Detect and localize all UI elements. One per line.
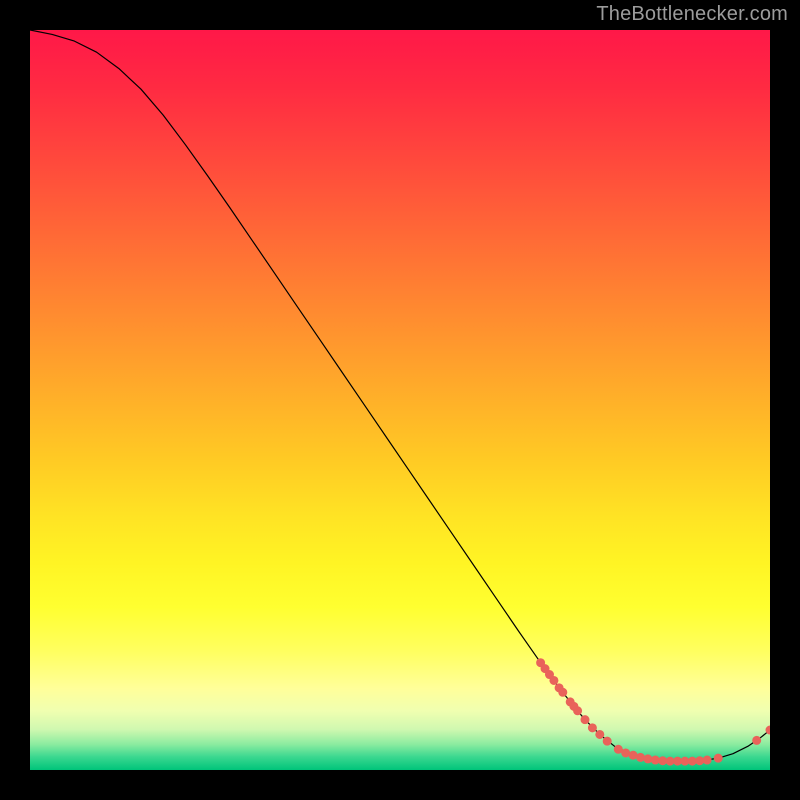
data-marker [659,757,667,765]
plot-area [30,30,770,770]
data-marker [651,756,659,764]
data-marker [603,737,611,745]
chart-stage: TheBottlenecker.com [0,0,800,800]
data-marker [666,757,674,765]
data-marker [614,745,622,753]
data-marker [596,730,604,738]
data-marker [622,749,630,757]
data-marker [714,754,722,762]
data-marker [766,726,770,734]
data-marker [574,707,582,715]
data-marker [550,676,558,684]
data-marker [753,736,761,744]
data-marker [674,757,682,765]
data-marker [703,756,711,764]
marker-group [537,659,770,765]
data-marker [637,753,645,761]
data-marker [629,751,637,759]
data-marker [588,724,596,732]
curve-line [30,30,770,761]
data-marker [688,757,696,765]
curve-layer [30,30,770,770]
data-marker [559,688,567,696]
data-marker [644,755,652,763]
data-marker [696,757,704,765]
watermark-text: TheBottlenecker.com [596,3,788,26]
data-marker [681,757,689,765]
data-marker [581,716,589,724]
